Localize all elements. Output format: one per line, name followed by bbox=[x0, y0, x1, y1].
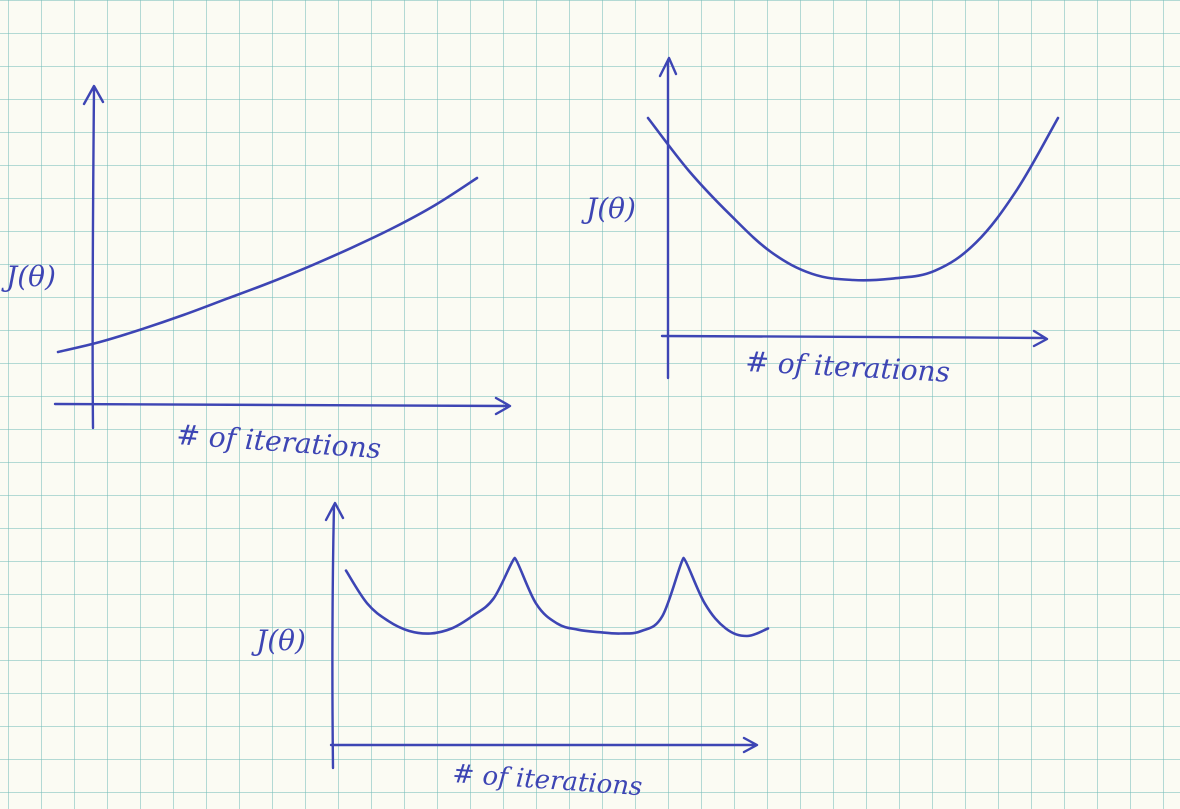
chart-increasing: J(θ) # of iterations bbox=[1, 84, 512, 465]
chart-3-xlabel: # of iterations bbox=[452, 759, 644, 802]
chart-3-series-line bbox=[344, 556, 770, 638]
chart-1-x-axis bbox=[53, 396, 512, 416]
chart-1-ylabel: J(θ) bbox=[1, 260, 56, 293]
chart-3-x-axis bbox=[329, 736, 759, 754]
chart-1-y-axis bbox=[82, 84, 105, 430]
chart-2-ylabel: J(θ) bbox=[581, 192, 636, 225]
chart-2-series-line bbox=[646, 116, 1060, 282]
chart-3-ylabel: J(θ) bbox=[251, 624, 306, 657]
chart-3-y-axis bbox=[324, 501, 345, 770]
chart-1-xlabel: # of iterations bbox=[176, 418, 383, 465]
chart-u-shaped: J(θ) # of iterations bbox=[581, 56, 1060, 389]
chart-2-x-axis bbox=[660, 329, 1049, 348]
chart-2-y-axis bbox=[658, 56, 678, 380]
chart-2-xlabel: # of iterations bbox=[745, 345, 951, 389]
chart-1-series-line bbox=[56, 176, 479, 354]
chart-oscillating: J(θ) # of iterations bbox=[251, 501, 770, 802]
